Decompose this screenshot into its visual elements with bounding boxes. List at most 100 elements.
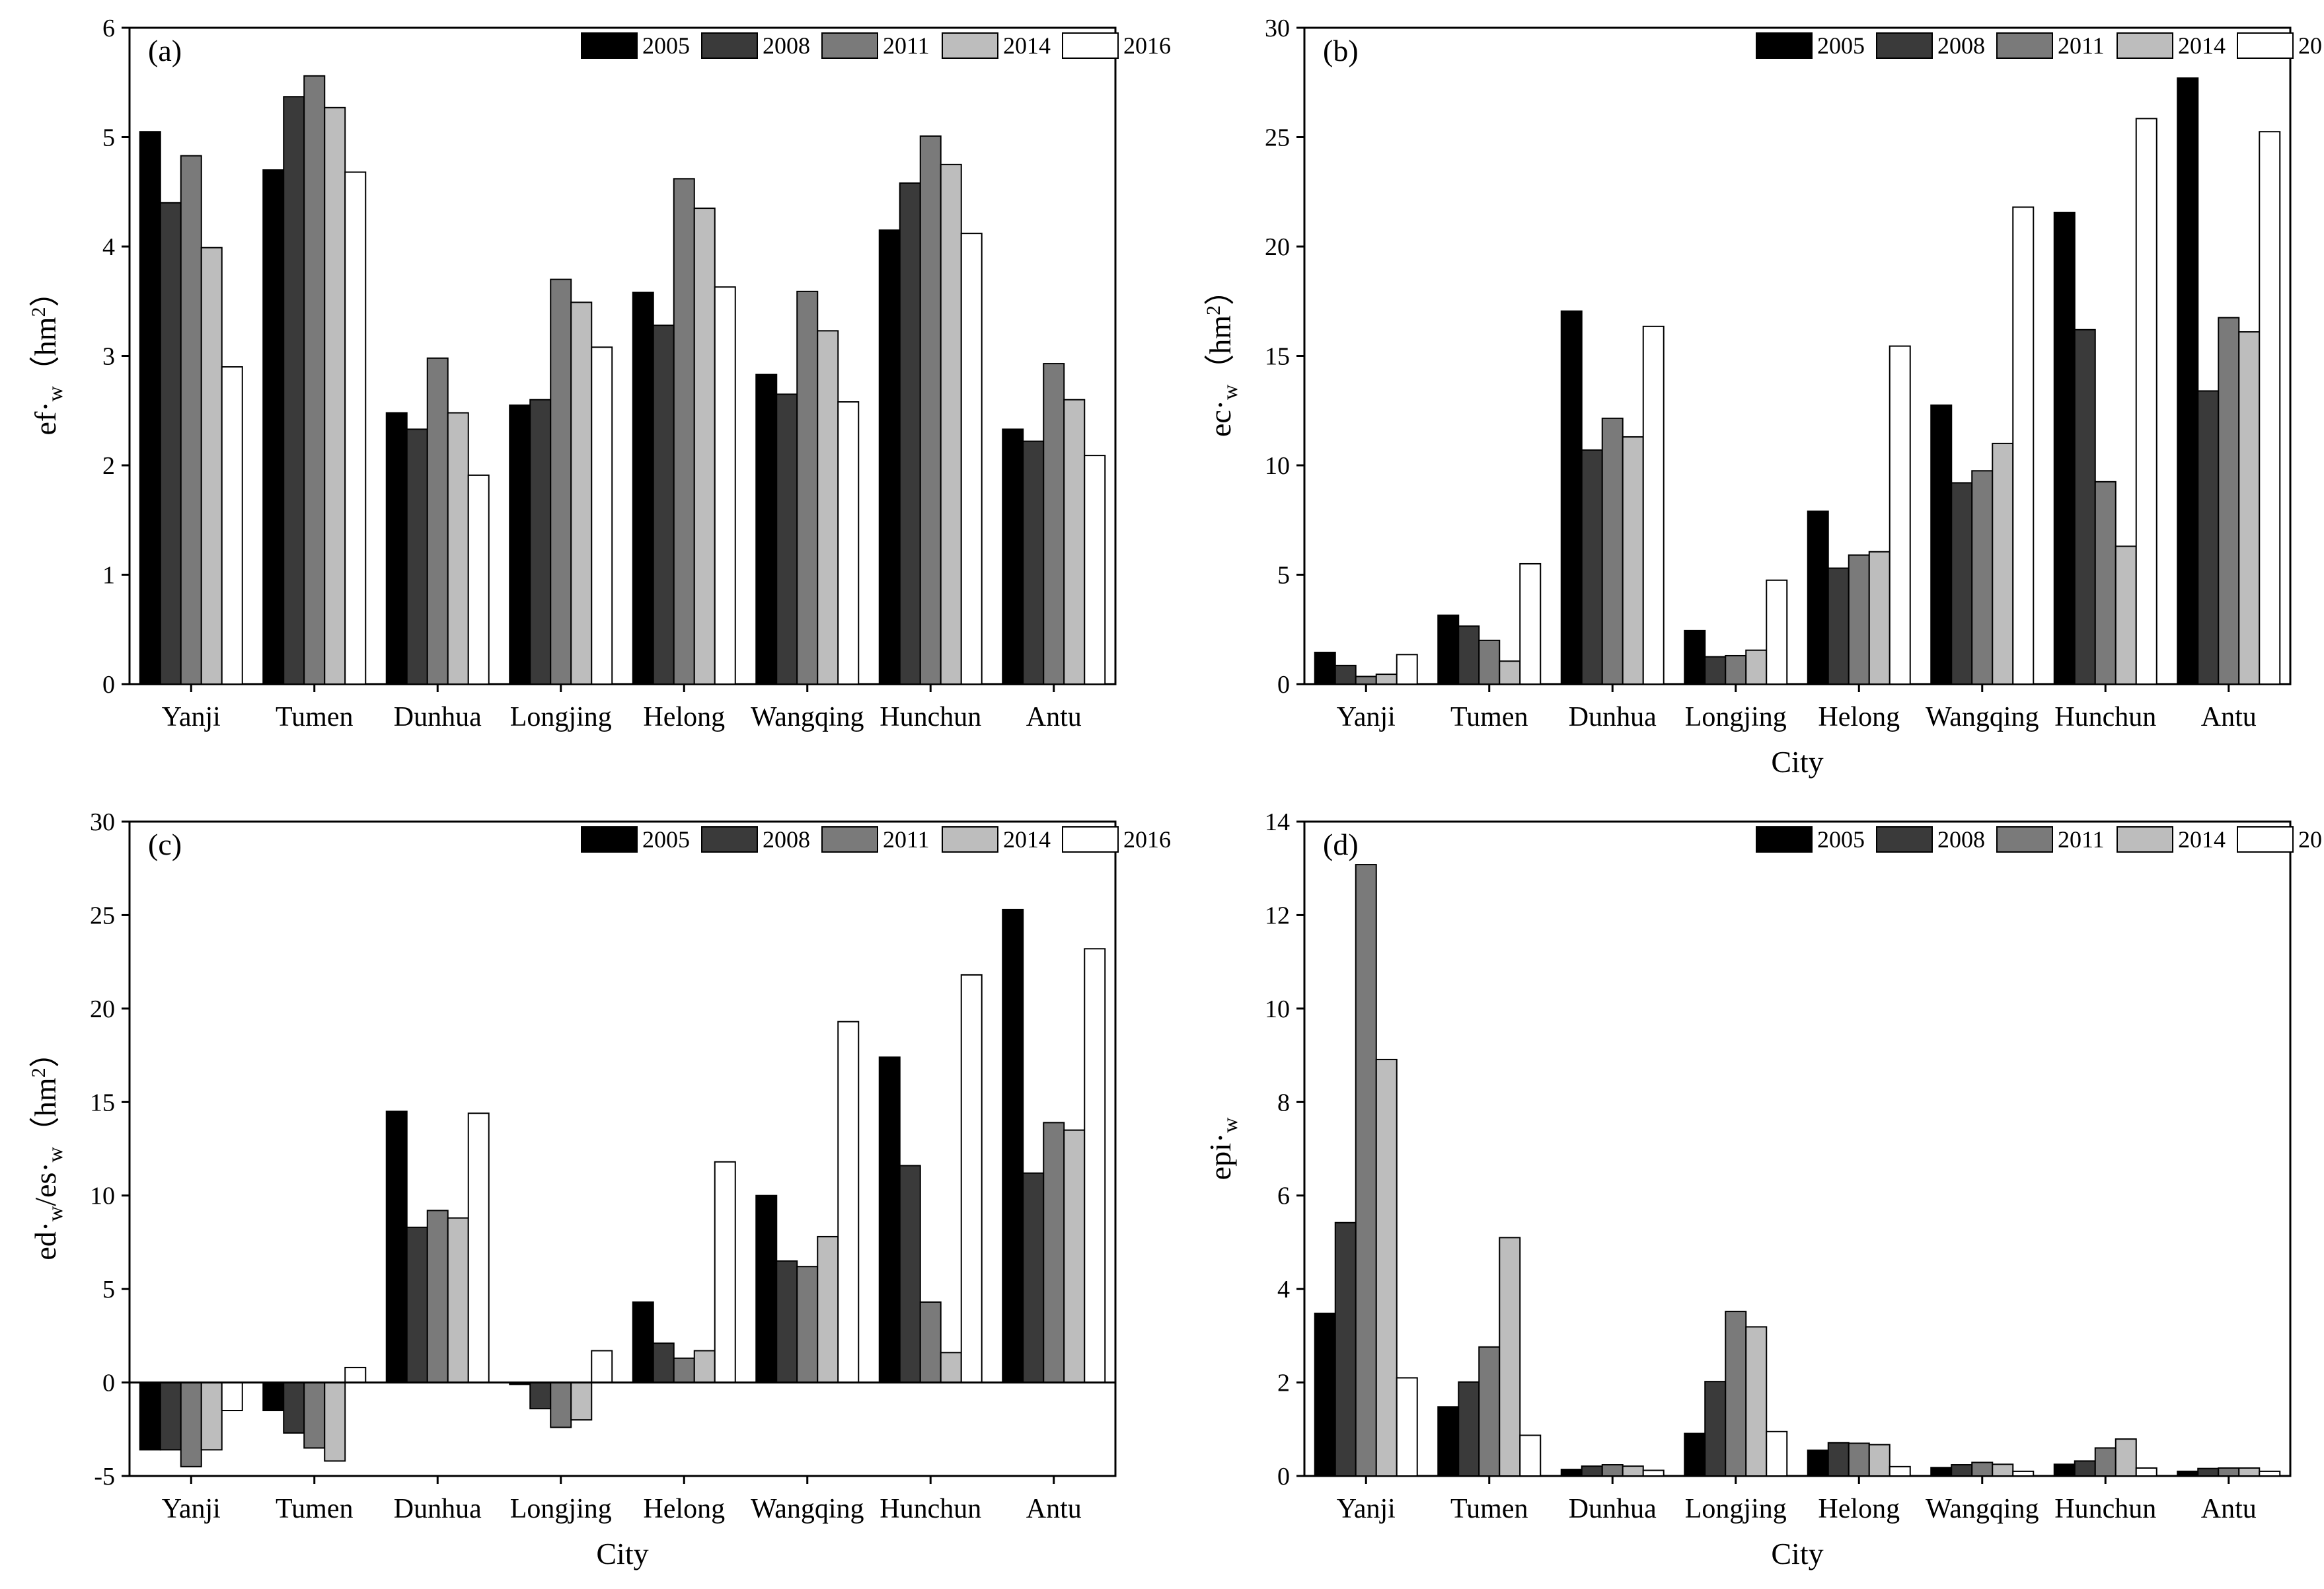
bar-2008-longjing	[529, 399, 552, 685]
bar-2016-dunhua	[467, 1112, 490, 1383]
y-tick-label: 25	[90, 902, 115, 929]
y-tick-label: 20	[90, 995, 115, 1023]
bar-2005-antu	[1002, 428, 1024, 685]
y-tick-label: 15	[1265, 343, 1290, 371]
bar-2011-antu	[2218, 1467, 2240, 1477]
bar-2008-hunchun	[899, 1165, 921, 1383]
y-tick-label: 10	[90, 1182, 115, 1210]
bar-2005-wangqing	[755, 1194, 778, 1383]
bar-2005-tumen	[1437, 614, 1460, 685]
bar-2014-wangqing	[1992, 442, 2014, 685]
bar-2005-hunchun	[878, 229, 901, 685]
bar-2008-yanji	[1334, 1221, 1357, 1477]
bar-2014-dunhua	[447, 1217, 469, 1383]
bar-2016-wangqing	[2012, 1470, 2035, 1477]
bar-2005-helong	[1807, 1450, 1829, 1477]
legend-swatch-2008	[701, 826, 758, 853]
bar-2014-hunchun	[2115, 545, 2137, 685]
bar-2011-dunhua	[426, 1210, 449, 1383]
legend-swatch-2016	[2237, 826, 2294, 853]
y-tick-label: 10	[1265, 995, 1290, 1023]
bar-2011-longjing	[550, 278, 572, 685]
legend-label-2014: 2014	[1003, 32, 1051, 59]
bar-2005-hunchun	[878, 1056, 901, 1383]
legend-swatch-2016	[1062, 32, 1119, 59]
y-tick-label: 4	[1277, 1276, 1290, 1303]
y-tick-label: 25	[1265, 124, 1290, 152]
bar-2011-yanji	[1355, 676, 1377, 685]
y-tick-label: 10	[1265, 452, 1290, 480]
bar-2008-hunchun	[2074, 1460, 2096, 1477]
legend-label-2011: 2011	[2058, 32, 2105, 59]
bar-2008-dunhua	[1581, 1465, 1603, 1477]
panel-label: (d)	[1323, 828, 1359, 861]
legend-label-2005: 2005	[642, 826, 690, 853]
legend-swatch-2011	[821, 826, 878, 853]
bar-2005-yanji	[1314, 652, 1336, 685]
bar-2011-longjing	[550, 1381, 572, 1428]
x-tick-label: Longjing	[1685, 1494, 1787, 1524]
y-tick-label: 15	[90, 1089, 115, 1116]
y-tick-label: 2	[102, 452, 115, 480]
bar-2014-wangqing	[1992, 1463, 2014, 1477]
x-tick-label: Hunchun	[2054, 1494, 2156, 1524]
legend-swatch-2011	[1996, 32, 2053, 59]
x-axis-title: City	[1771, 745, 1823, 779]
chart-panel-3: 0 2 4 6 8 10 12 14 Yanji Tumen Dunhua Longjing Helon…	[1203, 808, 2324, 1570]
legend-label-2016: 2016	[1123, 826, 1171, 853]
y-tick-label: 4	[102, 233, 115, 261]
bar-2011-tumen	[1478, 639, 1501, 685]
bar-2016-helong	[714, 1161, 736, 1383]
bar-2016-tumen	[344, 171, 367, 685]
bar-2011-hunchun	[919, 135, 942, 685]
legend-label-2014: 2014	[1003, 826, 1051, 853]
bar-2005-tumen	[1437, 1406, 1460, 1477]
plot-frame	[1303, 820, 2292, 1477]
bar-2014-hunchun	[940, 1352, 962, 1383]
bar-2011-wangqing	[796, 1266, 819, 1383]
chart-panel-2: -5 0 5 10 15 20 25 30 Yanji Tumen Dunhua Longjing He…	[28, 808, 1171, 1570]
bar-2014-yanji	[1375, 1058, 1398, 1477]
bar-2011-dunhua	[426, 357, 449, 685]
x-tick-label: Tumen	[276, 1494, 354, 1524]
bar-2005-antu	[1002, 908, 1024, 1383]
bar-2011-yanji	[180, 1381, 202, 1467]
bar-2005-longjing	[1684, 629, 1706, 685]
bar-2005-yanji	[139, 131, 161, 685]
bar-2014-tumen	[324, 106, 346, 685]
bar-2014-hunchun	[940, 163, 962, 685]
bar-2014-antu	[2238, 331, 2261, 685]
bar-2008-wangqing	[1951, 1464, 1973, 1477]
bar-2014-longjing	[570, 301, 593, 685]
bar-2011-yanji	[1355, 864, 1377, 1477]
bar-2005-dunhua	[1560, 1469, 1583, 1477]
x-tick-label: Antu	[1026, 1494, 1082, 1524]
bar-2008-helong	[1827, 567, 1850, 685]
x-tick-label: Longjing	[510, 702, 612, 732]
bar-2016-wangqing	[2012, 206, 2035, 685]
bar-2011-helong	[1848, 1442, 1870, 1477]
bar-2016-longjing	[1766, 579, 1788, 685]
bar-2008-antu	[1022, 440, 1045, 685]
x-tick-label: Antu	[2201, 702, 2257, 732]
bar-2005-dunhua	[385, 1110, 408, 1383]
chart-panel-1: 0 5 10 15 20 25 30 Yanji Tumen Dunhua Longjing Helo…	[1203, 15, 2324, 779]
y-axis-title: ef·w（hm2）	[28, 277, 67, 436]
bar-2011-hunchun	[2094, 1447, 2117, 1477]
y-tick-label: 30	[90, 808, 115, 836]
bar-2008-antu	[2197, 1467, 2220, 1477]
y-tick-label: 6	[102, 15, 115, 42]
bar-2016-yanji	[221, 1381, 243, 1412]
y-tick-label: 1	[102, 562, 115, 590]
bar-2014-longjing	[570, 1381, 593, 1421]
bar-2005-antu	[2177, 77, 2199, 685]
bar-2005-helong	[632, 1301, 654, 1383]
bar-2008-longjing	[1704, 656, 1727, 685]
bar-2014-antu	[1063, 399, 1086, 685]
bar-2005-dunhua	[385, 412, 408, 685]
bar-2011-tumen	[1478, 1346, 1501, 1477]
bar-2016-tumen	[344, 1366, 367, 1383]
bar-2014-helong	[693, 208, 716, 685]
bar-2016-antu	[2259, 1470, 2281, 1477]
